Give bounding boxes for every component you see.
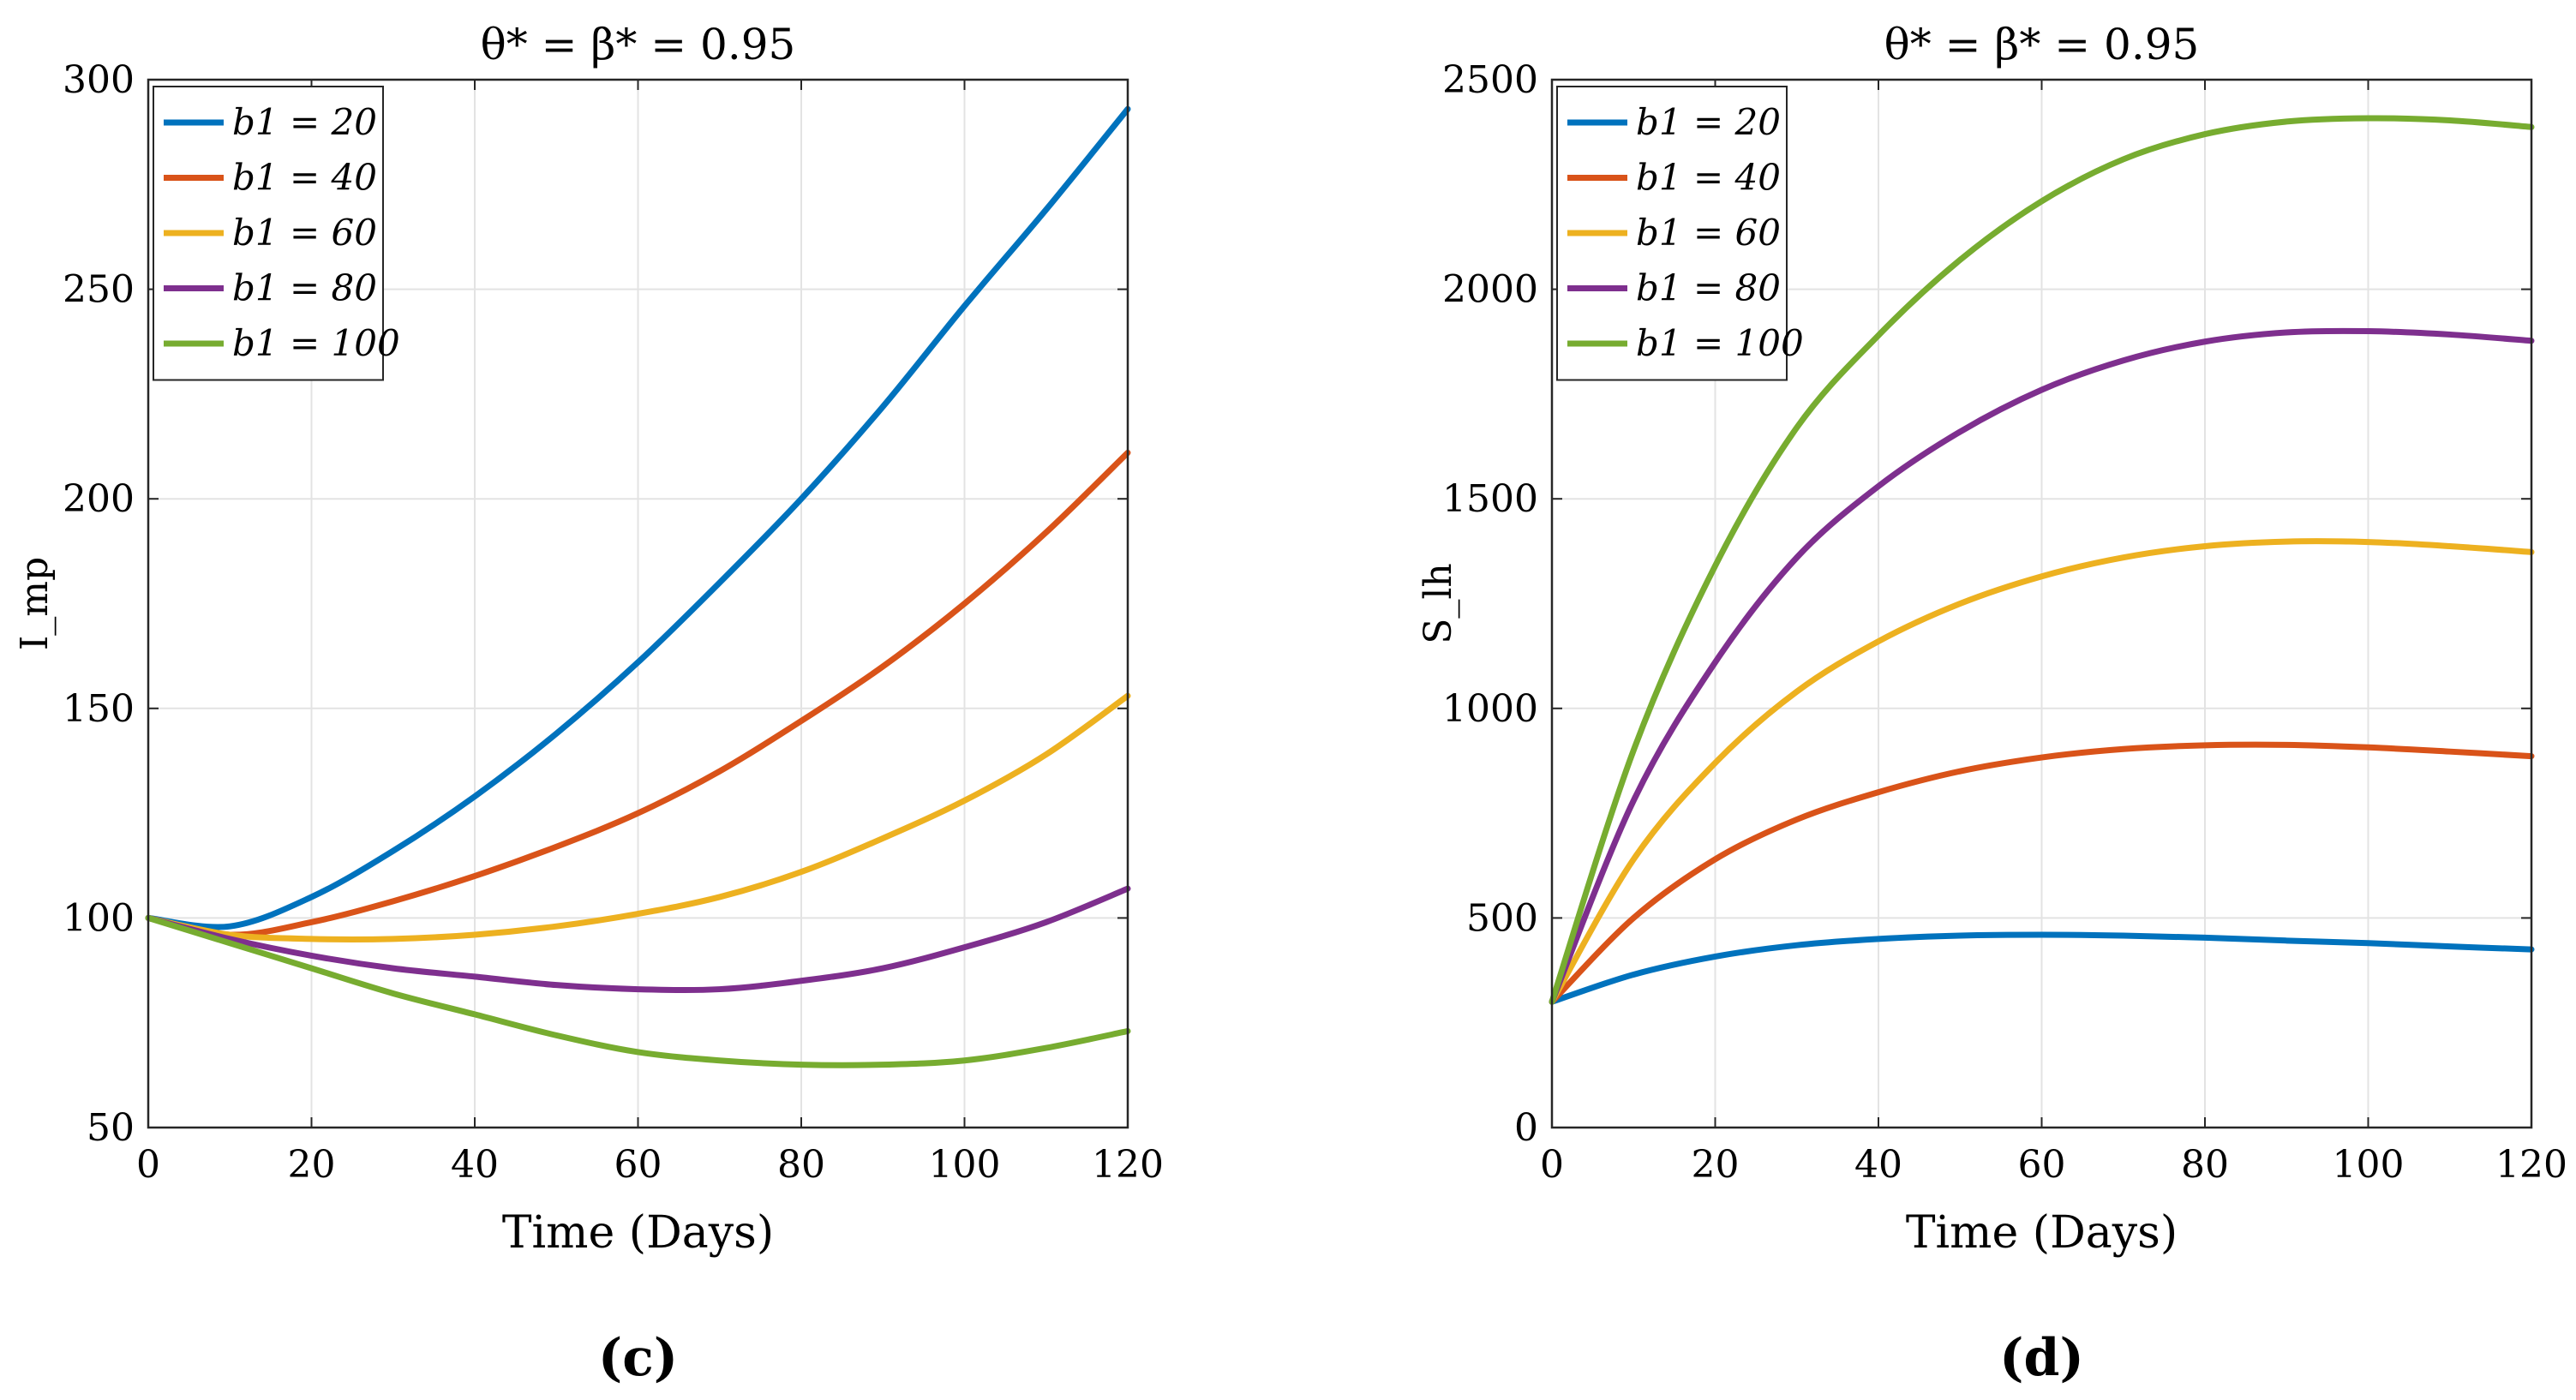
y-tick-label: 1500 [1442, 477, 1538, 521]
legend-entry-4: b1 = 100 [232, 322, 400, 364]
series-line-2 [1549, 538, 2535, 1005]
y-tick-label: 2500 [1442, 58, 1538, 102]
x-tick-label: 100 [929, 1143, 1001, 1187]
legend-entry-3: b1 = 80 [1636, 267, 1781, 309]
panel-label: (d) [1999, 1328, 2084, 1388]
x-tick-label: 60 [2018, 1143, 2066, 1187]
y-tick-label: 50 [87, 1106, 135, 1150]
legend: b1 = 20 b1 = 40 b1 = 60 b1 = 80 b1 = 100 [153, 86, 400, 381]
series-line-1 [145, 449, 1131, 938]
x-tick-label: 20 [288, 1143, 336, 1187]
x-tick-label: 80 [2181, 1143, 2229, 1187]
series-line-0 [145, 105, 1131, 930]
y-tick-label: 0 [1514, 1106, 1538, 1150]
legend-entry-3: b1 = 80 [232, 267, 377, 309]
legend-entry-1: b1 = 40 [1636, 157, 1781, 199]
series-line-4 [1549, 115, 2535, 1005]
legend-entry-0: b1 = 20 [232, 101, 377, 143]
legend: b1 = 20 b1 = 40 b1 = 60 b1 = 80 b1 = 100 [1556, 86, 1804, 381]
series-line-2 [145, 692, 1131, 942]
x-tick-label: 120 [1092, 1143, 1164, 1187]
axes-box [1550, 78, 2533, 1129]
y-axis-label: I_mp [13, 557, 57, 650]
y-tick-label: 1000 [1442, 687, 1538, 731]
x-tick-label: 40 [1854, 1143, 1902, 1187]
x-tick-label: 40 [451, 1143, 499, 1187]
panel-d: 0 20 40 60 80 100 120 0 500 1000 1500 2000 2500 θ* = … [1417, 20, 2567, 1388]
y-tick-label: 150 [63, 687, 135, 731]
legend-entry-1: b1 = 40 [232, 157, 377, 199]
legend-entry-2: b1 = 60 [1636, 212, 1781, 254]
x-axis-label: Time (Days) [1906, 1207, 2178, 1259]
y-tick-label: 100 [63, 896, 135, 940]
axes-box [147, 78, 1129, 1129]
y-tick-label: 200 [63, 477, 135, 521]
panel-c: 0 20 40 60 80 100 120 50 100 150 200 250 300 θ* = β* … [13, 20, 1164, 1388]
series-line-4 [145, 914, 1131, 1068]
y-tick-label: 250 [63, 268, 135, 312]
x-tick-label: 120 [2495, 1143, 2567, 1187]
chart-title: θ* = β* = 0.95 [1884, 20, 2200, 69]
legend-entry-0: b1 = 20 [1636, 101, 1781, 143]
series-line-3 [145, 885, 1131, 994]
series-lines [1549, 115, 2535, 1005]
x-tick-label: 0 [136, 1143, 160, 1187]
series-line-1 [1549, 741, 2535, 1005]
x-axis-label: Time (Days) [502, 1207, 774, 1259]
x-tick-label: 20 [1692, 1143, 1740, 1187]
y-tick-label: 500 [1466, 896, 1538, 940]
legend-entry-2: b1 = 60 [232, 212, 377, 254]
series-line-3 [1549, 327, 2535, 1005]
series-lines [145, 105, 1131, 1068]
x-tick-label: 0 [1540, 1143, 1564, 1187]
y-tick-label: 2000 [1442, 268, 1538, 312]
x-tick-label: 100 [2333, 1143, 2405, 1187]
panel-label: (c) [598, 1328, 678, 1388]
chart-title: θ* = β* = 0.95 [481, 20, 796, 69]
y-axis-label: S_lh [1417, 563, 1460, 644]
y-tick-label: 300 [63, 58, 135, 102]
x-tick-label: 80 [777, 1143, 825, 1187]
legend-entry-4: b1 = 100 [1636, 322, 1804, 364]
series-line-0 [1549, 931, 2535, 1005]
x-tick-label: 60 [614, 1143, 662, 1187]
